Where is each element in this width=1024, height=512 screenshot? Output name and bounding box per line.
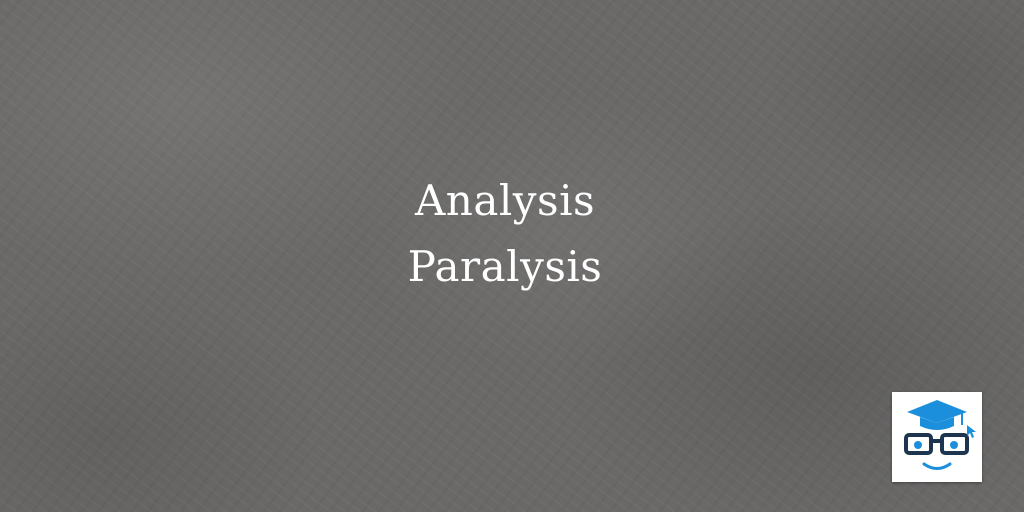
graduation-cap-face-icon [904, 400, 976, 470]
smile [922, 462, 952, 470]
cap-board [907, 400, 967, 423]
title-line-1: Analysis [414, 176, 596, 225]
cursor-icon [967, 425, 976, 438]
cap-base [920, 417, 954, 430]
brand-logo [892, 392, 982, 482]
right-eye [950, 441, 958, 449]
left-eye [914, 441, 922, 449]
glasses-bridge [931, 439, 942, 443]
title-line-2: Paralysis [407, 242, 603, 291]
page-title: Analysis Paralysis [0, 168, 1010, 300]
